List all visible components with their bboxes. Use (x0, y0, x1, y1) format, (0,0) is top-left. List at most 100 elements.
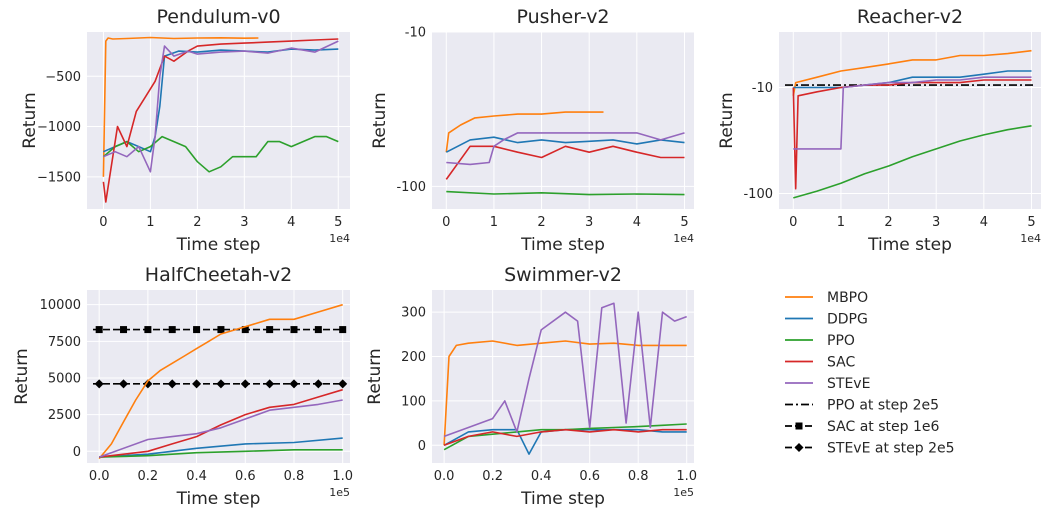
reference-marker (313, 379, 323, 389)
x-tick-label: 1 (837, 215, 845, 230)
x-scale-label: 1e5 (329, 486, 350, 499)
x-tick-label: 4 (287, 215, 295, 230)
reference-marker (266, 326, 274, 334)
x-tick-label: 3 (932, 215, 940, 230)
legend-label: MBPO (827, 290, 868, 306)
reference-marker (143, 379, 153, 389)
y-tick-label: 0 (73, 445, 81, 460)
x-tick-label: 0.6 (235, 469, 256, 484)
plot-area (432, 32, 694, 209)
reference-marker (167, 379, 177, 389)
series-line (445, 111, 604, 153)
chart-panel: 0.0 0.2 0.4 0.6 0.8 1.0 0 100 200 300 Swimmer-v2 Ti… (365, 264, 697, 509)
y-axis-label: Return (365, 348, 385, 404)
legend: MBPO DDPG PPO SAC STEvE PPO at step 2e5 SAC at… (785, 290, 955, 457)
y-tick-label: −500 (45, 70, 81, 85)
y-tick-label: 300 (401, 306, 426, 321)
x-tick-label: 0.0 (434, 469, 455, 484)
chart-title: Pusher-v2 (516, 6, 609, 28)
x-tick-label: 5 (1027, 215, 1035, 230)
reference-marker (241, 326, 249, 334)
reference-marker (168, 326, 176, 334)
legend-label: SAC at step 1e6 (827, 419, 939, 435)
y-tick-label: -10 (405, 26, 426, 41)
x-tick-label: 0.6 (579, 469, 600, 484)
series-line (99, 437, 343, 458)
y-tick-label: 0 (418, 439, 426, 454)
x-tick-label: 0.8 (284, 469, 305, 484)
chart-title: Swimmer-v2 (504, 264, 622, 286)
series-line (443, 302, 687, 438)
series-line (98, 303, 343, 460)
reference-marker (95, 326, 103, 334)
reference-marker (119, 379, 129, 389)
series-line (102, 36, 259, 177)
y-axis-label: Return (12, 348, 32, 404)
y-axis-label: Return (20, 92, 40, 148)
x-tick-label: 2 (193, 215, 201, 230)
chart-panel: 0 1 2 3 4 5 −1500 −1000 −500 Pendulum-v0 Time step… (20, 6, 350, 255)
x-scale-label: 1e4 (673, 232, 694, 245)
reference-marker (144, 326, 152, 334)
legend-label: SAC (827, 355, 855, 371)
x-axis-label: Time step (867, 235, 952, 255)
x-axis-label: Time step (520, 489, 605, 509)
reference-marker (339, 326, 347, 334)
y-tick-label: -100 (396, 180, 426, 195)
x-scale-label: 1e4 (329, 232, 350, 245)
legend-marker (795, 422, 803, 430)
x-tick-label: 3 (240, 215, 248, 230)
y-tick-label: -10 (752, 81, 773, 96)
series-line (445, 136, 685, 153)
series-line (446, 132, 685, 166)
reference-marker (193, 326, 201, 334)
series-line (98, 399, 343, 458)
reference-marker (217, 326, 225, 334)
x-tick-label: 0 (789, 215, 797, 230)
legend-entry: STEvE at step 2e5 (785, 441, 955, 457)
x-tick-label: 0.4 (531, 469, 552, 484)
x-tick-label: 4 (633, 215, 641, 230)
series-line (446, 190, 685, 196)
x-scale-label: 1e4 (1020, 232, 1041, 245)
series-line (793, 70, 1032, 89)
series-line (793, 125, 1032, 199)
x-tick-label: 0.0 (89, 469, 110, 484)
x-axis-label: Time step (176, 235, 261, 255)
reference-marker (120, 326, 128, 334)
reference-marker (338, 379, 348, 389)
x-tick-label: 1.0 (332, 469, 353, 484)
series-line (102, 135, 339, 173)
legend-label: PPO (827, 333, 855, 349)
x-axis-label: Time step (520, 235, 605, 255)
y-tick-label: 7500 (48, 335, 81, 350)
y-axis-label: Return (717, 92, 737, 148)
reference-marker (216, 379, 226, 389)
legend-entry: DDPG (785, 312, 868, 328)
x-tick-label: 5 (334, 215, 342, 230)
reference-marker (94, 379, 104, 389)
legend-label: STEvE (827, 376, 870, 392)
x-tick-label: 1 (490, 215, 498, 230)
legend-entry: SAC at step 1e6 (785, 419, 939, 435)
legend-entry: PPO (785, 333, 855, 349)
plot-area (432, 290, 694, 463)
x-tick-label: 0 (99, 215, 107, 230)
legend-entry: PPO at step 2e5 (785, 398, 939, 414)
x-tick-label: 0 (442, 215, 450, 230)
series-line (102, 38, 339, 203)
legend-label: DDPG (827, 312, 868, 328)
legend-entry: MBPO (785, 290, 868, 306)
series-line (99, 388, 343, 458)
y-tick-label: −1500 (37, 170, 81, 185)
x-tick-label: 3 (585, 215, 593, 230)
reference-marker (290, 326, 298, 334)
legend-label: STEvE at step 2e5 (827, 441, 955, 457)
chart-panel: 0.0 0.2 0.4 0.6 0.8 1.0 0 2500 5000 7500 10000 Half… (12, 264, 353, 509)
y-tick-label: 200 (401, 350, 426, 365)
y-axis-label: Return (370, 92, 390, 148)
series-line (443, 340, 687, 446)
series-line (793, 76, 1032, 150)
y-tick-label: 10000 (40, 298, 81, 313)
